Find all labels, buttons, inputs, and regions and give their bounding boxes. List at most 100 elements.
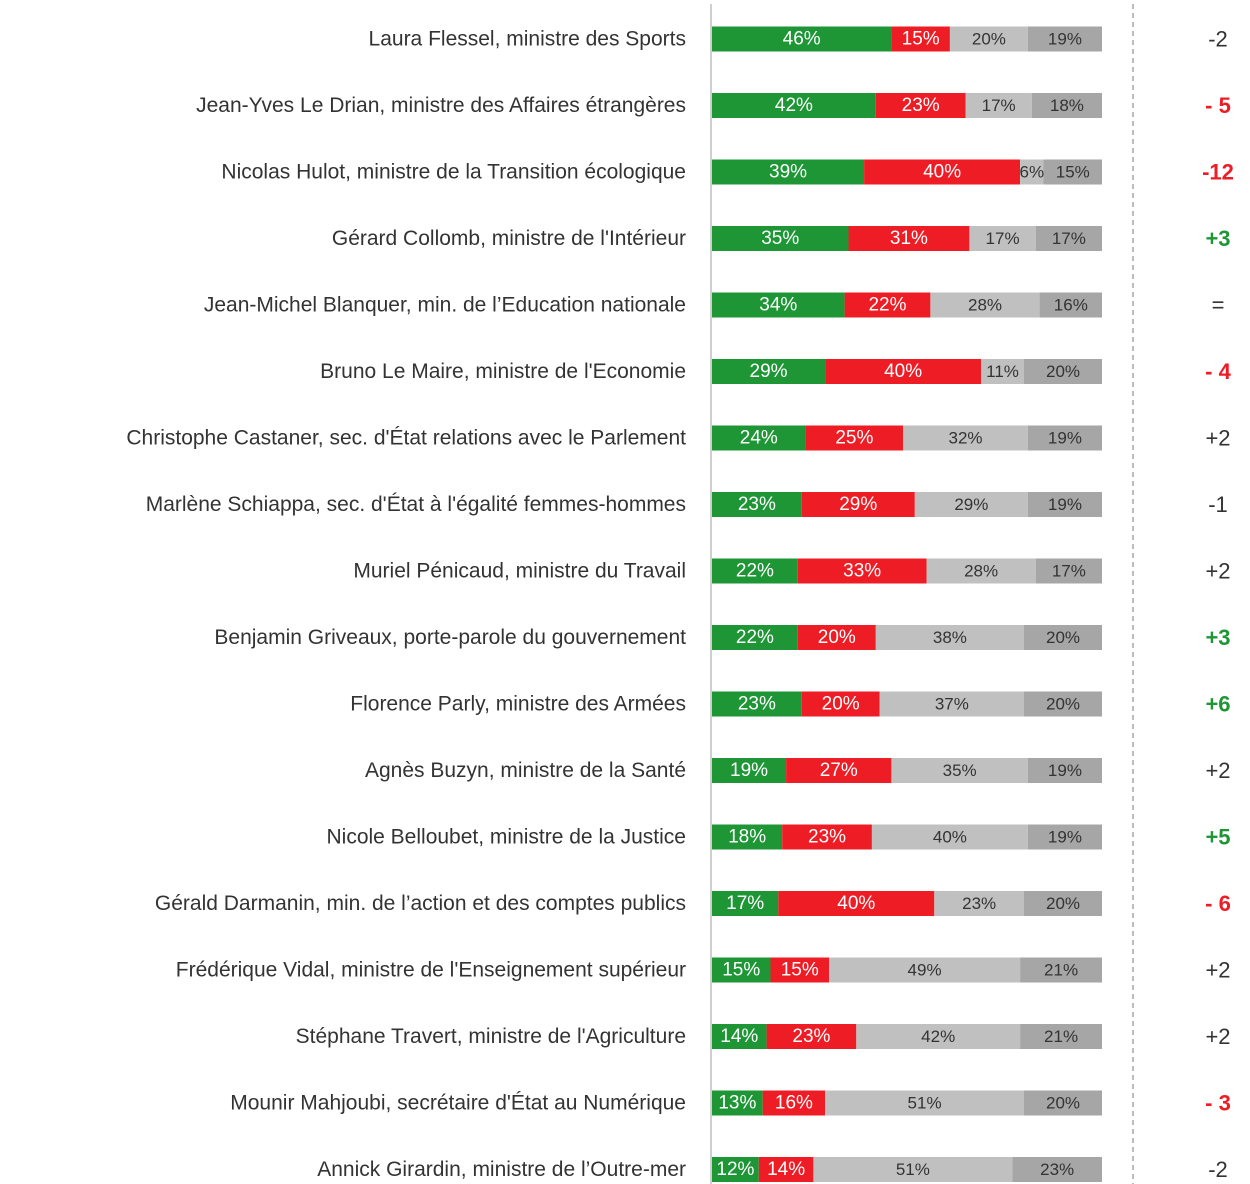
value-label: 23% [792,1026,830,1047]
bar-segment [712,226,849,251]
value-label: 19% [1048,30,1082,49]
change-label: -12 [1202,160,1234,185]
bar-segment [797,558,927,584]
value-label: 17% [986,229,1020,248]
bar-segment [864,159,1021,185]
bar-segment [825,1090,1024,1116]
bar-segment [848,226,970,251]
bar-segment [1020,957,1102,983]
bar-segment [903,425,1028,451]
value-label: 31% [890,228,928,249]
bar-segment [1020,159,1044,185]
value-label: 25% [835,428,873,449]
bar-segment [1027,425,1102,451]
value-label: 29% [954,495,988,514]
category-label: Frédérique Vidal, ministre de l'Enseigne… [176,959,686,982]
value-label: 20% [1046,362,1080,381]
value-label: 11% [986,362,1019,381]
value-label: 27% [820,760,858,781]
value-label: 17% [726,893,764,914]
value-label: 18% [728,827,766,848]
bar-segment [844,292,931,318]
change-label: +3 [1205,226,1230,251]
value-label: 24% [740,428,778,449]
value-label: 49% [908,961,942,980]
bar-segment [891,758,1028,783]
category-label: Nicolas Hulot, ministre de la Transition… [221,161,686,184]
value-label: 23% [738,494,776,515]
bar-segment [1027,26,1102,52]
bar-segment [1024,1090,1102,1116]
category-label: Christophe Castaner, sec. d'État relatio… [126,427,686,450]
value-label: 17% [1052,229,1086,248]
value-label: 20% [1046,1094,1080,1113]
value-label: 40% [884,361,922,382]
change-label: +2 [1205,559,1230,584]
value-label: 42% [921,1027,955,1046]
bar-segment [712,824,783,850]
category-label: Muriel Pénicaud, ministre du Travail [353,560,686,583]
value-label: 39% [769,162,807,183]
value-label: 17% [982,96,1016,115]
bar-segment [782,824,872,850]
bar-segment [805,425,904,451]
bar-segment [914,492,1028,517]
value-label: 15% [781,960,819,981]
category-label: Benjamin Griveaux, porte-parole du gouve… [214,626,686,649]
value-label: 19% [730,760,768,781]
category-label: Marlène Schiappa, sec. d'État à l'égalit… [146,493,686,516]
bar-segment [1027,824,1102,850]
bar-segment [1024,891,1102,916]
value-label: 16% [1054,296,1088,315]
value-label: 20% [972,30,1006,49]
bar-segment [1024,359,1102,384]
category-label: Bruno Le Maire, ministre de l'Economie [320,360,686,383]
value-label: 29% [839,494,877,515]
change-label: -1 [1208,492,1228,517]
value-label: 33% [843,561,881,582]
value-label: 16% [775,1093,813,1114]
bar-segment [871,824,1028,850]
value-label: 15% [722,960,760,981]
change-label: - 5 [1205,93,1231,118]
bar-segment [786,758,892,783]
bar-segment [1027,492,1102,517]
bar-segment [712,292,845,318]
bar-segment [712,691,802,717]
category-label: Jean-Michel Blanquer, min. de l’Educatio… [204,294,686,317]
bar-segment [712,957,771,983]
bar-segment [813,1157,1013,1182]
bar-segment [712,1157,759,1182]
value-label: 12% [716,1159,754,1180]
value-label: 14% [767,1159,805,1180]
bar-segment [712,1024,767,1049]
value-label: 19% [1048,429,1082,448]
bar-segment [969,226,1036,251]
value-label: 29% [750,361,788,382]
value-label: 14% [720,1026,758,1047]
bar-segment [712,425,806,451]
bar-segment [712,758,787,783]
value-label: 21% [1044,961,1078,980]
value-label: 23% [1040,1160,1074,1179]
bar-segment [712,492,802,517]
bar-segment [797,625,876,650]
change-label: -2 [1208,27,1228,52]
bar-segment [926,558,1036,584]
bar-segment [712,625,798,650]
value-label: 28% [968,296,1002,315]
value-label: 34% [759,295,797,316]
value-label: 23% [962,894,996,913]
value-label: 22% [868,295,906,316]
value-label: 40% [923,162,961,183]
bar-segment [949,26,1028,52]
value-label: 18% [1050,96,1084,115]
category-label: Jean-Yves Le Drian, ministre des Affaire… [196,94,686,117]
value-label: 19% [1048,761,1082,780]
value-label: 51% [896,1160,930,1179]
category-label: Stéphane Travert, ministre de l'Agricult… [296,1025,686,1048]
value-label: 15% [902,29,940,50]
value-label: 20% [822,694,860,715]
change-label: - 3 [1205,1091,1231,1116]
bar-segment [825,359,982,384]
